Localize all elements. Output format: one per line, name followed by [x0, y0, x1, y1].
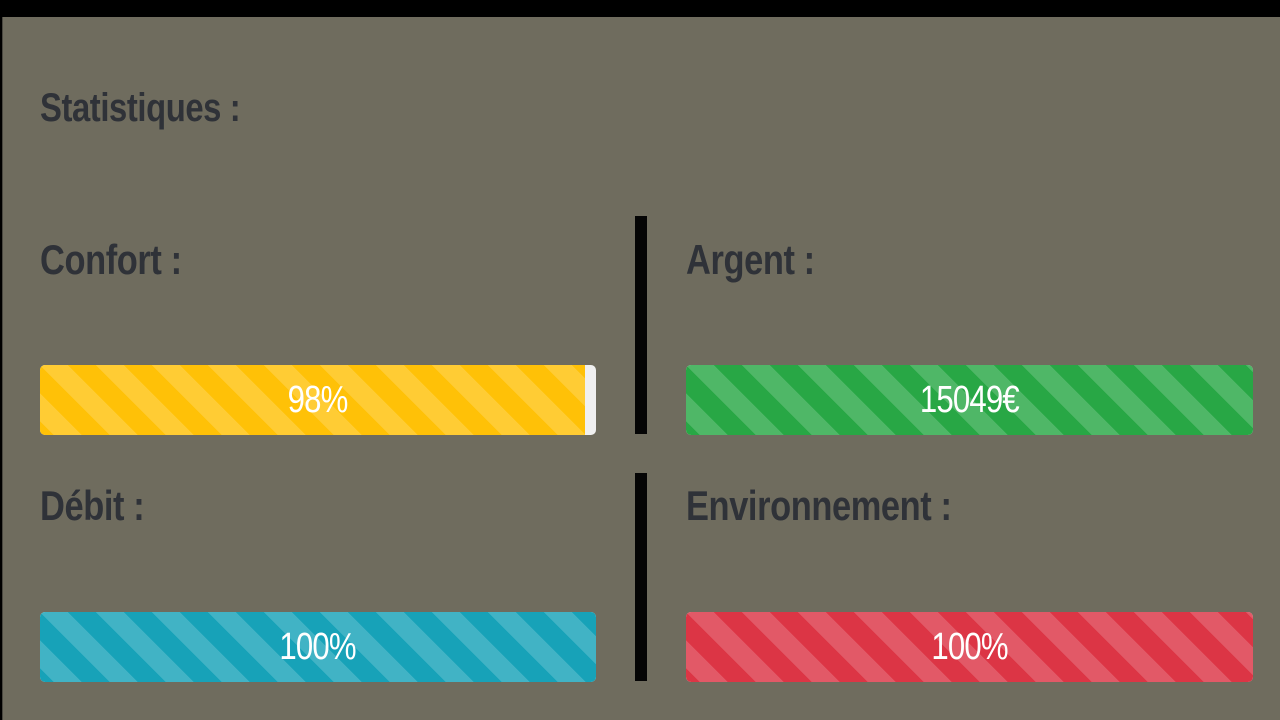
debit-progress-bar: 100%: [40, 612, 596, 682]
statistics-title: Statistiques :: [40, 86, 241, 130]
environnement-label: Environnement :: [686, 482, 952, 529]
confort-label: Confort :: [40, 236, 182, 283]
argent-progress-bar: 15049€: [686, 365, 1253, 435]
argent-progress-fill: [686, 365, 1253, 435]
confort-progress-bar: 98%: [40, 365, 596, 435]
environnement-progress-fill: [686, 612, 1253, 682]
column-divider-top: [635, 216, 647, 434]
environnement-progress-bar: 100%: [686, 612, 1253, 682]
debit-label: Débit :: [40, 482, 145, 529]
environnement-progress-value: 100%: [931, 626, 1008, 668]
argent-progress-value: 15049€: [919, 379, 1020, 421]
argent-label: Argent :: [686, 236, 815, 283]
column-divider-bottom: [635, 473, 647, 681]
confort-progress-value: 98%: [288, 379, 349, 421]
debit-progress-value: 100%: [279, 626, 357, 668]
debit-progress-fill: [40, 612, 596, 682]
confort-progress-fill: [40, 365, 585, 435]
